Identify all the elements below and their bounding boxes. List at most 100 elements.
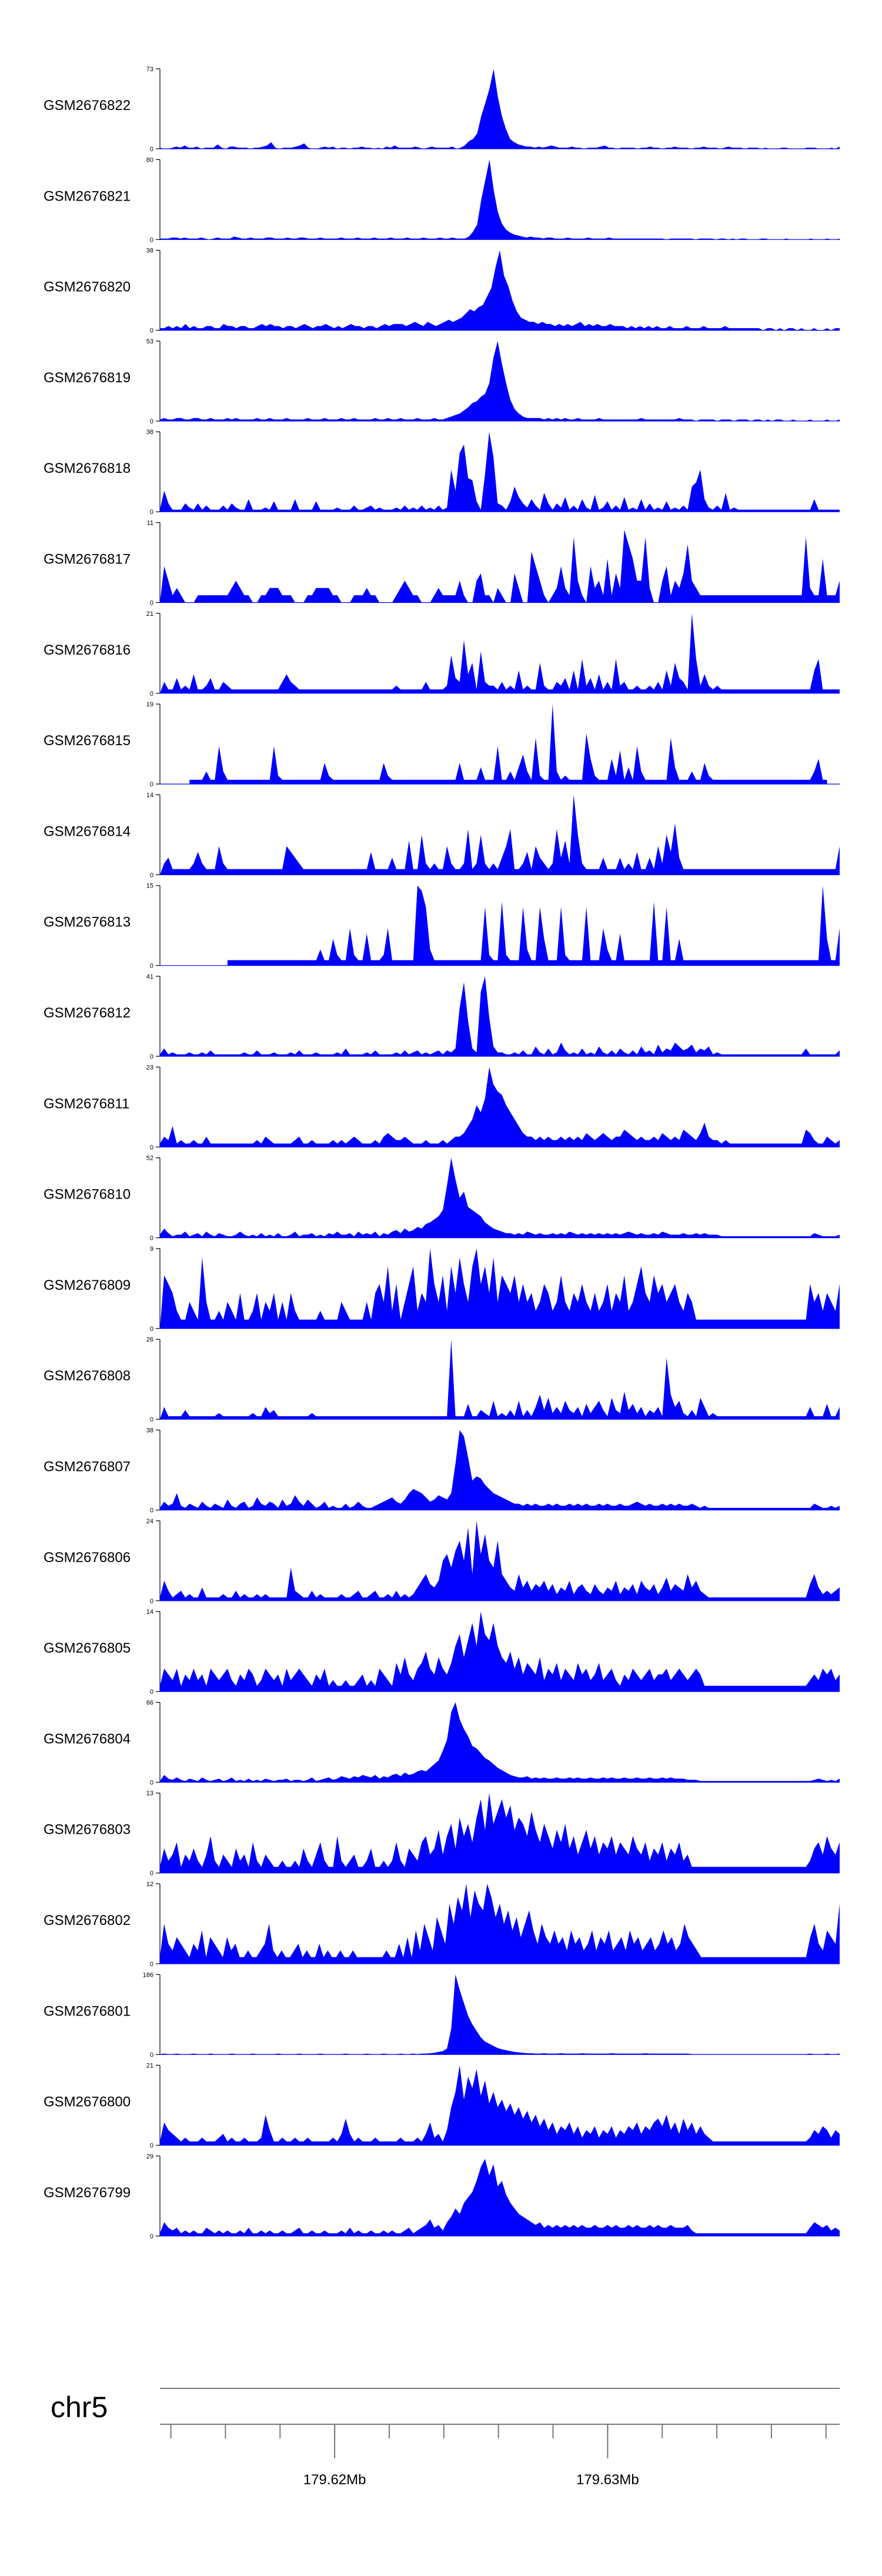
track-ymin-label: 0: [150, 2233, 153, 2240]
track-GSM2676803: GSM2676803 13 0: [44, 1790, 840, 1877]
track-ymin-label: 0: [150, 418, 153, 425]
track-GSM2676816: GSM2676816 21 0: [44, 610, 840, 698]
track-ymax-label: 14: [146, 792, 153, 799]
track-ymax-label: 13: [146, 1790, 153, 1797]
track-ymax-label: 29: [146, 2153, 153, 2160]
coverage-area: [160, 2158, 840, 2236]
track-ymax-label: 21: [146, 2063, 153, 2070]
track-GSM2676820: GSM2676820 38 0: [44, 248, 840, 335]
tracks-group: GSM2676822730GSM2676821800GSM2676820380G…: [44, 66, 840, 2240]
track-ymin-label: 0: [150, 2143, 153, 2150]
coverage-area: [160, 2065, 840, 2145]
track-label: GSM2676815: [44, 733, 131, 749]
axis-ticks: 179.62Mb 179.63Mb: [170, 2424, 827, 2488]
track-GSM2676811: GSM2676811 23 0: [44, 1064, 840, 1151]
coverage-area: [160, 1974, 840, 2055]
track-label: GSM2676820: [44, 279, 131, 295]
track-ymax-label: 80: [146, 156, 153, 163]
track-ymax-label: 19: [146, 701, 153, 708]
track-ymax-label: 23: [146, 1064, 153, 1071]
track-label: GSM2676819: [44, 370, 131, 386]
track-GSM2676799: GSM2676799 29 0: [44, 2153, 840, 2240]
track-GSM2676815: GSM2676815 19 0: [44, 701, 840, 788]
coverage-area: [160, 795, 840, 875]
track-ymax-label: 11: [147, 520, 153, 527]
track-ymin-label: 0: [150, 236, 153, 243]
track-GSM2676804: GSM2676804 66 0: [44, 1699, 840, 1786]
track-GSM2676808: GSM2676808 26 0: [44, 1336, 840, 1423]
track-GSM2676807: GSM2676807 38 0: [44, 1427, 840, 1514]
track-label: GSM2676812: [44, 1005, 131, 1021]
track-label: GSM2676802: [44, 1913, 131, 1928]
track-GSM2676822: GSM2676822 73 0: [44, 66, 840, 153]
track-ymin-label: 0: [150, 963, 153, 970]
track-ymax-label: 73: [146, 66, 153, 73]
track-ymax-label: 66: [146, 1699, 153, 1706]
coverage-area: [160, 1157, 840, 1238]
coverage-area: [160, 1611, 840, 1692]
coverage-area: [160, 1067, 840, 1147]
track-ymin-label: 0: [150, 328, 153, 335]
track-ymin-label: 0: [150, 1416, 153, 1423]
track-GSM2676802: GSM2676802 12 0: [44, 1881, 840, 1968]
track-GSM2676818: GSM2676818 38 0: [44, 429, 840, 516]
track-label: GSM2676814: [44, 823, 131, 839]
track-ymax-label: 24: [146, 1518, 153, 1525]
track-ymax-label: 38: [146, 248, 153, 255]
track-GSM2676817: GSM2676817 11 0: [44, 520, 840, 607]
axis-tick-label: 179.63Mb: [576, 2472, 639, 2488]
track-label: GSM2676800: [44, 2094, 131, 2110]
track-label: GSM2676804: [44, 1731, 131, 1747]
track-ymax-label: 9: [150, 1246, 153, 1253]
track-label: GSM2676821: [44, 188, 131, 204]
track-ymin-label: 0: [150, 1235, 153, 1242]
track-ymin-label: 0: [150, 2051, 153, 2058]
track-label: GSM2676806: [44, 1550, 131, 1566]
track-ymax-label: 41: [146, 973, 153, 980]
track-ymin-label: 0: [150, 781, 153, 788]
coverage-area: [189, 704, 827, 785]
track-ymin-label: 0: [150, 1779, 153, 1786]
track-ymin-label: 0: [150, 1689, 153, 1696]
track-label: GSM2676817: [44, 552, 131, 568]
track-label: GSM2676813: [44, 915, 131, 930]
track-ymax-label: 38: [146, 429, 153, 436]
track-ymin-label: 0: [150, 1870, 153, 1877]
coverage-area: [160, 613, 840, 693]
coverage-area: [160, 341, 840, 421]
coverage-area: [160, 250, 840, 331]
track-GSM2676801: GSM2676801 186 0: [44, 1971, 840, 2058]
track-label: GSM2676799: [44, 2185, 131, 2201]
track-GSM2676814: GSM2676814 14 0: [44, 792, 840, 879]
track-ymax-label: 26: [146, 1336, 153, 1343]
track-GSM2676813: GSM2676813 15 0: [44, 883, 840, 970]
track-ymax-label: 52: [146, 1155, 153, 1162]
track-label: GSM2676810: [44, 1187, 131, 1203]
track-ymin-label: 0: [150, 1053, 153, 1060]
coverage-area: [160, 1248, 840, 1329]
track-label: GSM2676808: [44, 1368, 131, 1384]
track-ymin-label: 0: [150, 509, 153, 516]
track-ymax-label: 12: [146, 1881, 153, 1888]
coverage-area: [160, 1520, 840, 1601]
track-label: GSM2676809: [44, 1277, 131, 1293]
track-ymax-label: 14: [146, 1609, 153, 1616]
track-label: GSM2676803: [44, 1822, 131, 1838]
track-GSM2676809: GSM2676809 9 0: [44, 1246, 840, 1333]
track-ymin-label: 0: [150, 690, 153, 698]
coverage-area: [160, 159, 840, 240]
track-label: GSM2676805: [44, 1640, 131, 1656]
axis-tick-label: 179.62Mb: [303, 2472, 366, 2488]
track-ymax-label: 38: [146, 1427, 153, 1434]
track-GSM2676821: GSM2676821 80 0: [44, 156, 840, 243]
track-label: GSM2676807: [44, 1459, 131, 1475]
track-label: GSM2676811: [44, 1096, 129, 1112]
chromosome-label: chr5: [51, 2391, 108, 2424]
coverage-area: [160, 976, 840, 1056]
track-ymin-label: 0: [150, 146, 153, 153]
coverage-area: [160, 1339, 840, 1420]
chromosome-axis: chr5 179.62Mb 179.63Mb: [51, 2388, 840, 2488]
track-GSM2676810: GSM2676810 52 0: [44, 1155, 840, 1242]
track-ymax-label: 53: [146, 338, 153, 345]
